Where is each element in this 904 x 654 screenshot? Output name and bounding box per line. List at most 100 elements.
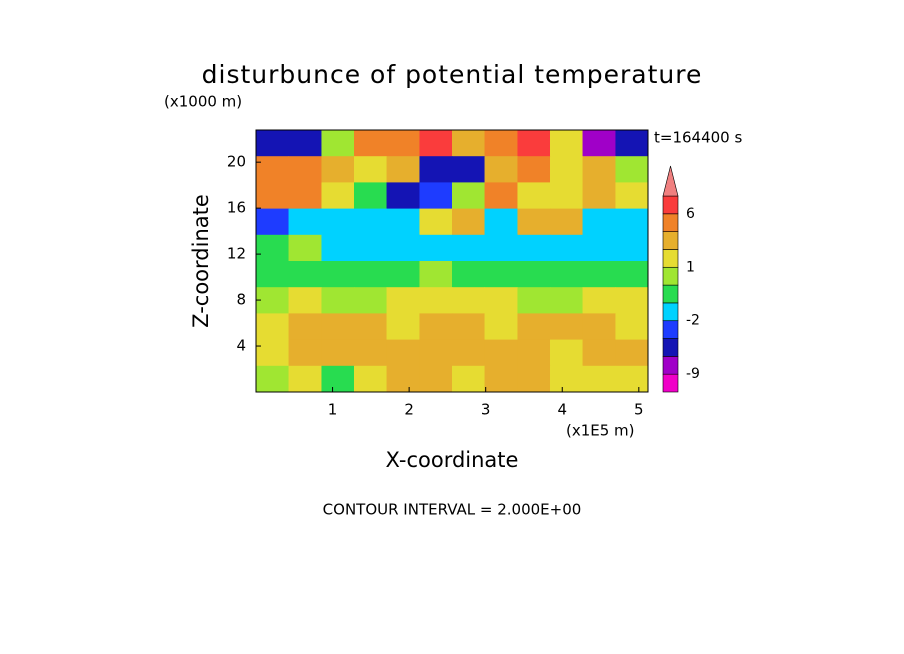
contour-cell xyxy=(452,313,486,341)
contour-cell xyxy=(582,234,616,262)
contour-cell xyxy=(517,287,551,314)
contour-cell xyxy=(354,261,388,288)
contour-cell xyxy=(582,130,616,157)
contour-cell xyxy=(582,208,616,236)
contour-cell xyxy=(386,339,420,367)
colorbar-swatch xyxy=(662,320,679,339)
y-tick-label: 8 xyxy=(236,291,246,309)
contour-cell xyxy=(484,365,518,393)
contour-cell xyxy=(321,287,355,314)
contour-cell xyxy=(582,156,616,183)
colorbar-swatch xyxy=(662,302,679,322)
footer-note: CONTOUR INTERVAL = 2.000E+00 xyxy=(323,501,582,519)
contour-cell xyxy=(615,313,649,341)
contour-cell xyxy=(550,182,584,210)
contour-cell xyxy=(419,182,453,210)
annotation: t=164400 s xyxy=(654,129,742,147)
contour-cell xyxy=(321,261,355,288)
contour-cell xyxy=(321,313,355,341)
contour-cell xyxy=(582,261,616,288)
x-tick-label: 4 xyxy=(557,401,567,419)
contour-cell xyxy=(517,156,551,183)
colorbar-swatch xyxy=(662,284,679,304)
contour-cell xyxy=(419,208,453,236)
x-tick-label: 3 xyxy=(481,401,491,419)
contour-cell xyxy=(321,208,355,236)
chart-title: disturbunce of potential temperature xyxy=(202,60,703,89)
contour-cell xyxy=(256,365,290,393)
contour-cell xyxy=(517,365,551,393)
contour-cell xyxy=(256,234,290,262)
contour-cell xyxy=(256,208,290,236)
contour-cell xyxy=(288,339,322,367)
contour-cell xyxy=(550,130,584,157)
contour-cell xyxy=(288,313,322,341)
colorbar-swatch xyxy=(662,249,679,268)
x-tick-label: 2 xyxy=(404,401,414,419)
contour-cell xyxy=(517,182,551,210)
contour-cell xyxy=(615,339,649,367)
contour-cell xyxy=(582,339,616,367)
contour-cell xyxy=(354,130,388,157)
contour-cell xyxy=(288,365,322,393)
contour-cell xyxy=(484,339,518,367)
y-tick-label: 4 xyxy=(236,337,246,355)
contour-cell xyxy=(452,261,486,288)
contour-cell xyxy=(354,156,388,183)
colorbar-label: 6 xyxy=(686,206,695,222)
y-tick-label: 12 xyxy=(227,245,246,263)
contour-cell xyxy=(452,365,486,393)
contour-cell xyxy=(256,156,290,183)
contour-cell xyxy=(288,156,322,183)
contour-cell xyxy=(550,287,584,314)
contour-cell xyxy=(452,339,486,367)
contour-cell xyxy=(517,208,551,236)
colorbar-swatch xyxy=(662,266,679,286)
contour-cell xyxy=(321,234,355,262)
contour-cell xyxy=(484,182,518,210)
contour-cell xyxy=(256,182,290,210)
colorbar-swatch xyxy=(662,213,679,232)
contour-cell xyxy=(419,339,453,367)
contour-cell xyxy=(354,208,388,236)
colorbar-label: -9 xyxy=(686,366,700,382)
contour-cell xyxy=(582,287,616,314)
contour-cell xyxy=(386,261,420,288)
contour-cell xyxy=(484,261,518,288)
contour-cell xyxy=(452,234,486,262)
contour-cell xyxy=(615,365,649,393)
contour-cell xyxy=(452,287,486,314)
colorbar-swatch xyxy=(662,338,679,357)
colorbar-swatch xyxy=(662,231,679,250)
contour-cell xyxy=(354,339,388,367)
x-axis-label: X-coordinate xyxy=(386,448,519,472)
contour-cell xyxy=(386,182,420,210)
contour-cell xyxy=(517,234,551,262)
contour-cell xyxy=(386,365,420,393)
colorbar-swatch xyxy=(662,356,679,375)
contour-cell xyxy=(484,313,518,341)
contour-cell xyxy=(452,156,486,183)
x-tick-label: 1 xyxy=(328,401,338,419)
contour-cell xyxy=(484,208,518,236)
contour-cell xyxy=(288,182,322,210)
contour-cell xyxy=(354,182,388,210)
contour-cell xyxy=(256,130,290,157)
contour-cell xyxy=(550,208,584,236)
contour-cell xyxy=(517,261,551,288)
contour-cell xyxy=(517,130,551,157)
contour-cell xyxy=(419,261,453,288)
contour-cell xyxy=(288,130,322,157)
contour-cell xyxy=(354,234,388,262)
contour-cell xyxy=(288,234,322,262)
contour-cell xyxy=(550,261,584,288)
contour-cell xyxy=(321,182,355,210)
contour-cell xyxy=(452,182,486,210)
contour-cell xyxy=(615,261,649,288)
x-unit: (x1E5 m) xyxy=(566,422,635,440)
colorbar-arrow xyxy=(662,165,679,197)
contour-cell xyxy=(288,287,322,314)
contour-cell xyxy=(517,313,551,341)
y-axis-label: Z-coordinate xyxy=(189,194,213,328)
